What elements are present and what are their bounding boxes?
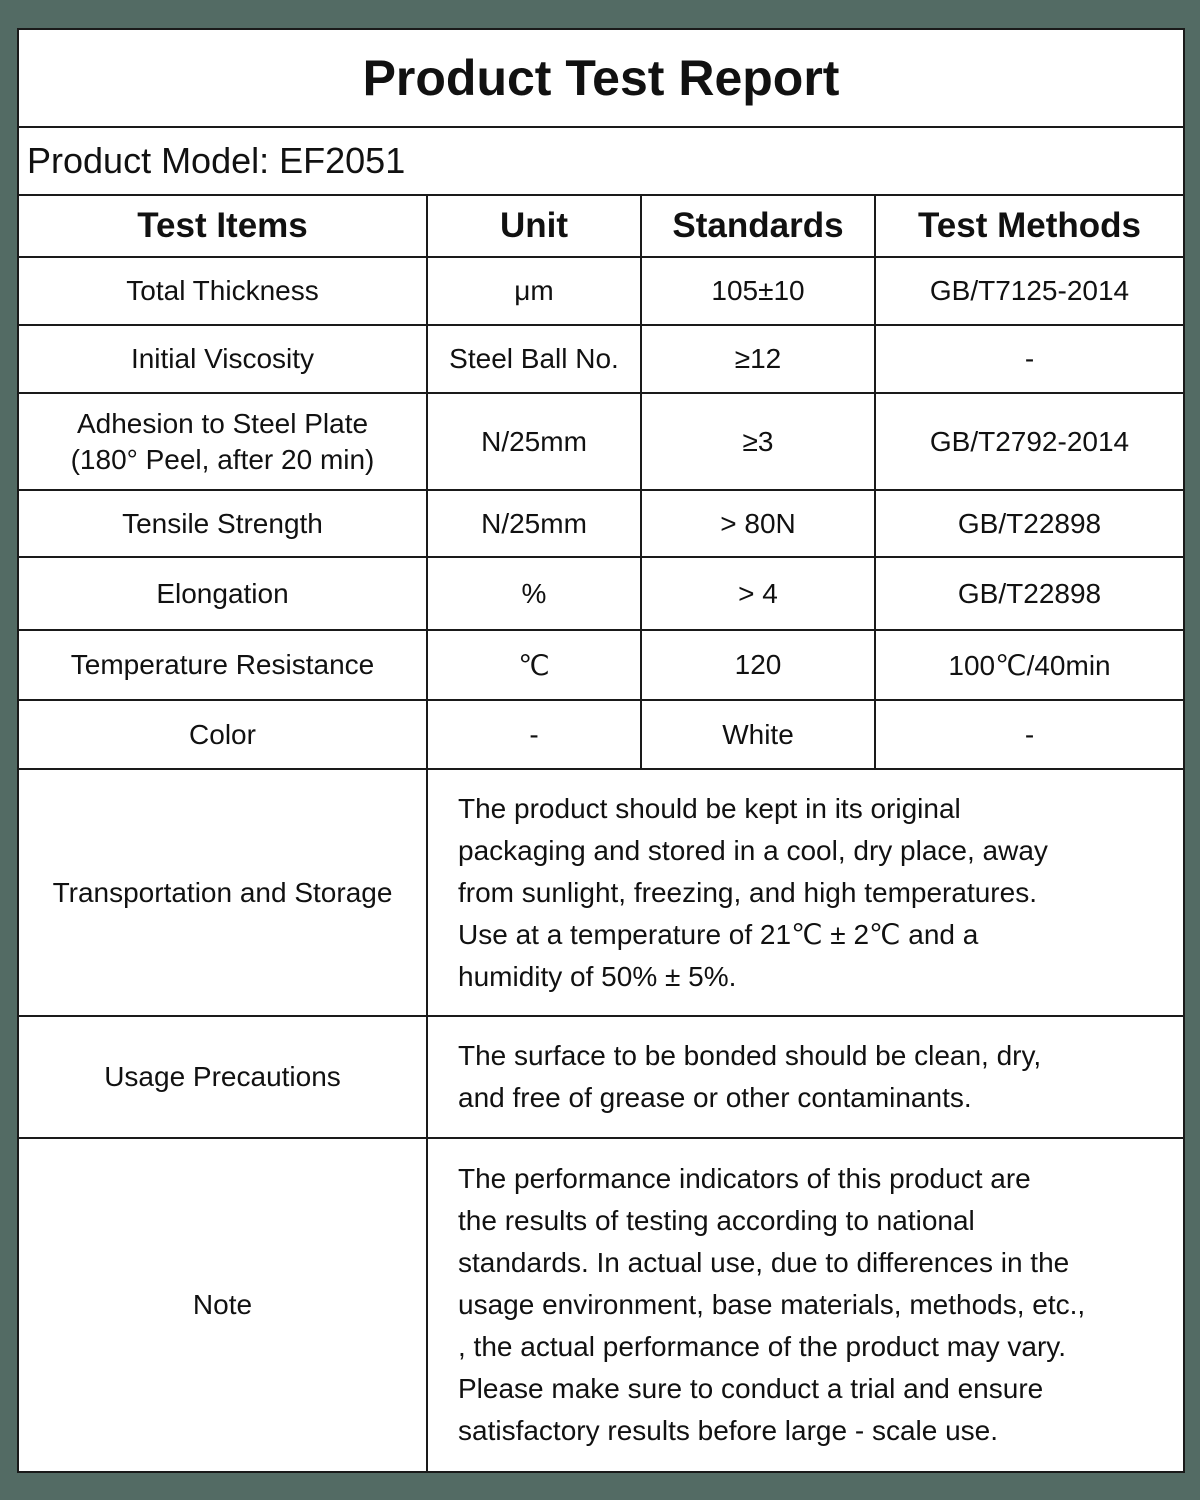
note-label: Note bbox=[17, 1137, 428, 1473]
table-row: Temperature Resistance ℃ 120 100℃/40min bbox=[17, 629, 1186, 701]
cell-test-method: 100℃/40min bbox=[873, 629, 1186, 701]
cell-standard: White bbox=[640, 699, 876, 770]
cell-standard: 105±10 bbox=[640, 256, 876, 326]
table-row: Adhesion to Steel Plate (180° Peel, after… bbox=[17, 392, 1186, 491]
report-title: Product Test Report bbox=[16, 28, 1186, 128]
header-standards: Standards bbox=[640, 194, 876, 258]
table-row: Total Thickness μm 105±10 GB/T7125-2014 bbox=[17, 256, 1186, 326]
cell-test-item: Temperature Resistance bbox=[17, 629, 428, 701]
test-item-text: Total Thickness bbox=[126, 275, 319, 306]
cell-test-item: Tensile Strength bbox=[17, 489, 428, 558]
header-test-items: Test Items bbox=[17, 194, 428, 258]
cell-unit: μm bbox=[426, 256, 642, 326]
note-line: the results of testing according to nati… bbox=[458, 1205, 975, 1236]
header-row: Test Items Unit Standards Test Methods bbox=[17, 194, 1186, 258]
note-line: Use at a temperature of 21℃ ± 2℃ and a bbox=[458, 918, 979, 950]
test-item-subtext: (180° Peel, after 20 min) bbox=[70, 443, 375, 475]
note-line: satisfactory results before large - scal… bbox=[458, 1415, 999, 1446]
cell-standard: ≥12 bbox=[640, 324, 876, 394]
test-item-text: Temperature Resistance bbox=[70, 649, 375, 680]
cell-test-method: - bbox=[873, 324, 1186, 394]
cell-test-item: Color bbox=[17, 699, 428, 770]
cell-unit: ℃ bbox=[426, 629, 642, 701]
note-text: The product should be kept in its origin… bbox=[425, 768, 1186, 1017]
note-line: from sunlight, freezing, and high temper… bbox=[458, 876, 1037, 908]
note-row: Note The performance indicators of this p… bbox=[17, 1137, 1186, 1473]
test-item-text: Initial Viscosity bbox=[130, 343, 315, 374]
header-unit: Unit bbox=[426, 194, 642, 258]
table-row: Tensile Strength N/25mm > 80N GB/T22898 bbox=[17, 489, 1186, 558]
note-line: humidity of 50% ± 5%. bbox=[458, 960, 737, 992]
cell-unit: - bbox=[426, 699, 642, 770]
cell-unit: N/25mm bbox=[426, 489, 642, 558]
cell-test-item: Adhesion to Steel Plate (180° Peel, after… bbox=[17, 392, 428, 491]
cell-test-method: - bbox=[873, 699, 1186, 770]
note-text: The performance indicators of this produ… bbox=[425, 1137, 1186, 1473]
table-row: Elongation% > 4 GB/T22898 bbox=[17, 556, 1186, 631]
cell-unit: % bbox=[426, 556, 642, 631]
cell-test-method: GB/T22898 bbox=[873, 556, 1186, 631]
note-line: The surface to be bonded should be clean… bbox=[458, 1040, 1042, 1071]
table-row: Initial Viscosity Steel Ball No. ≥12- bbox=[17, 324, 1186, 394]
note-line: packaging and stored in a cool, dry plac… bbox=[458, 834, 1048, 866]
note-line: , the actual performance of the product … bbox=[458, 1331, 1067, 1362]
cell-test-method: GB/T2792-2014 bbox=[873, 392, 1186, 491]
table-row: Color - White - bbox=[17, 699, 1186, 770]
note-line: The product should be kept in its origin… bbox=[458, 792, 961, 824]
cell-standard: > 4 bbox=[640, 556, 876, 631]
cell-test-item: Total Thickness bbox=[17, 256, 428, 326]
cell-test-item: Initial Viscosity bbox=[17, 324, 428, 394]
note-row: Usage Precautions The surface to be bonde… bbox=[17, 1015, 1186, 1139]
cell-test-method: GB/T7125-2014 bbox=[873, 256, 1186, 326]
note-line: usage environment, base materials, metho… bbox=[458, 1289, 1086, 1320]
note-line: and free of grease or other contaminants… bbox=[458, 1082, 972, 1113]
test-item-text: Tensile Strength bbox=[122, 507, 323, 539]
note-line: Please make sure to conduct a trial and … bbox=[458, 1373, 1044, 1404]
cell-test-method: GB/T22898 bbox=[873, 489, 1186, 558]
note-text: The surface to be bonded should be clean… bbox=[425, 1015, 1186, 1139]
note-line: standards. In actual use, due to differe… bbox=[458, 1247, 1070, 1278]
note-label: Usage Precautions bbox=[17, 1015, 428, 1139]
product-model: Product Model: EF2051 bbox=[16, 126, 1186, 196]
test-item-text: Adhesion to Steel Plate bbox=[76, 407, 369, 439]
cell-unit: Steel Ball No. bbox=[426, 324, 642, 394]
test-item-text: Elongation bbox=[156, 577, 289, 609]
test-report-table: Product Test Report Product Model: EF205… bbox=[16, 28, 1186, 1473]
cell-standard: > 80N bbox=[640, 489, 876, 558]
cell-standard: 120 bbox=[640, 629, 876, 701]
note-label: Transportation and Storage bbox=[17, 768, 428, 1017]
test-item-text: Color bbox=[189, 718, 256, 750]
header-test-methods: Test Methods bbox=[873, 194, 1186, 258]
cell-standard: ≥3 bbox=[640, 392, 876, 491]
cell-test-item: Elongation bbox=[17, 556, 428, 631]
note-line: The performance indicators of this produ… bbox=[458, 1163, 1031, 1194]
cell-unit: N/25mm bbox=[426, 392, 642, 491]
note-row: Transportation and Storage The product sh… bbox=[17, 768, 1186, 1017]
